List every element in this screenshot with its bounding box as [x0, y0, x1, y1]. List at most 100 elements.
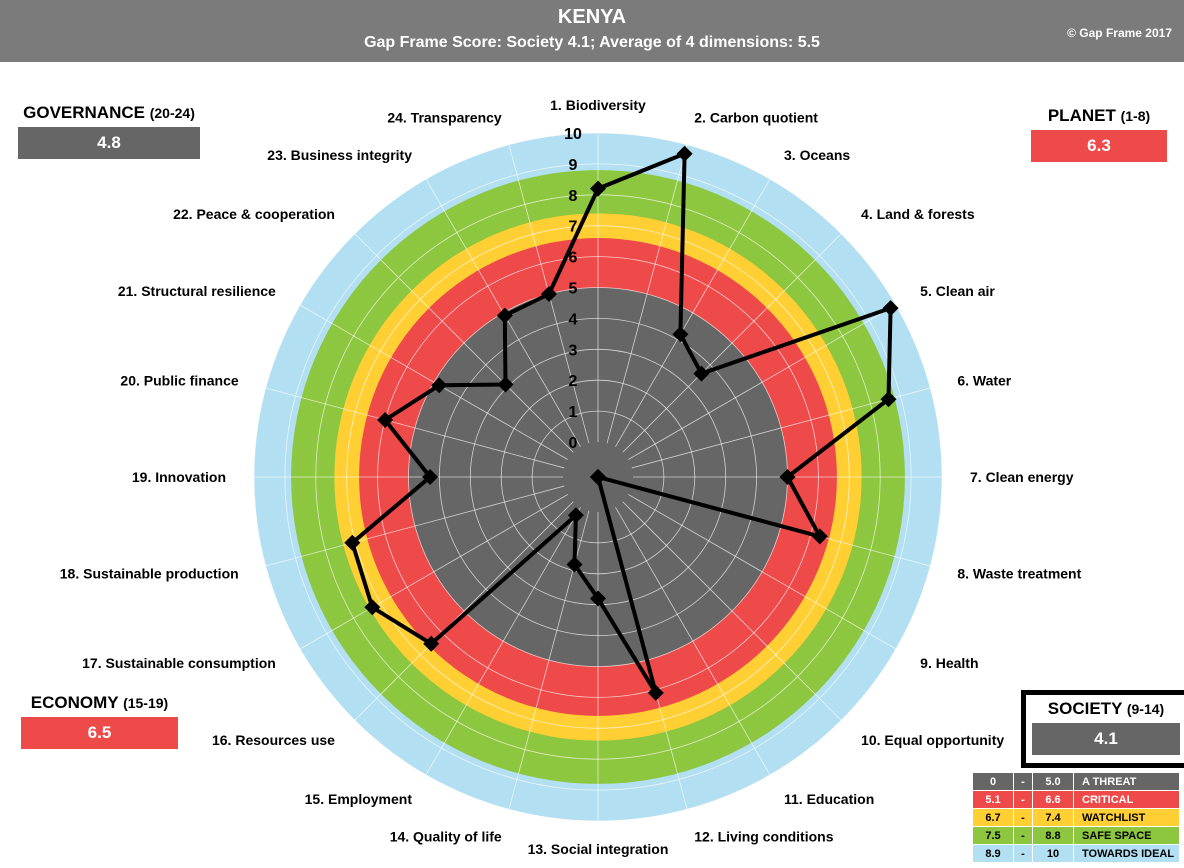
grid-spoke: [628, 304, 897, 460]
data-point: [590, 469, 606, 485]
legend-label: SAFE SPACE: [1073, 826, 1180, 845]
tick-label: 1: [569, 404, 578, 421]
category-label: 7. Clean energy: [970, 469, 1074, 485]
planet-value: 6.3: [1031, 130, 1167, 162]
governance-score-card: GOVERNANCE (20-24) 4.8: [18, 103, 200, 159]
data-point: [811, 528, 828, 545]
governance-range: (20-24): [149, 105, 195, 121]
category-label: 24. Transparency: [387, 110, 502, 126]
legend-label: A THREAT: [1073, 772, 1180, 791]
category-label: 12. Living conditions: [694, 828, 833, 844]
data-point: [496, 307, 513, 324]
grid-spoke: [299, 304, 568, 460]
data-point: [590, 180, 606, 197]
grid-spoke: [622, 501, 842, 721]
data-point: [672, 326, 689, 343]
society-range: (9-14): [1126, 701, 1165, 717]
grid-spoke: [628, 494, 897, 650]
economy-score-card: ECONOMY (15-19) 6.5: [21, 693, 178, 749]
tick-label: 2: [569, 373, 578, 390]
category-label: 4. Land & forests: [861, 206, 975, 222]
legend-row-threat: 0 - 5.0 A THREAT: [972, 772, 1180, 791]
tick-label: 5: [569, 281, 578, 298]
governance-title: GOVERNANCE: [23, 103, 145, 122]
grid-spoke: [265, 387, 565, 469]
tick-label: 10: [564, 126, 582, 143]
legend-to: 10: [1032, 844, 1074, 863]
grid-spoke: [265, 485, 565, 567]
category-label: 17. Sustainable consumption: [82, 655, 276, 671]
category-label: 19. Innovation: [132, 469, 226, 485]
category-label: 3. Oceans: [784, 147, 850, 163]
legend-row-critical: 5.1 - 6.6 CRITICAL: [972, 790, 1180, 809]
data-point: [422, 469, 439, 485]
grid-spoke: [354, 233, 574, 453]
legend-label: WATCHLIST: [1073, 808, 1180, 827]
grid-spoke: [299, 494, 568, 650]
category-label: 14. Quality of life: [390, 828, 502, 844]
data-point: [779, 469, 796, 485]
grid-spoke: [622, 233, 842, 453]
page-subtitle: Gap Frame Score: Society 4.1; Average of…: [364, 34, 820, 51]
legend-to: 6.6: [1032, 790, 1074, 809]
tick-label: 9: [569, 157, 578, 174]
legend-label: CRITICAL: [1073, 790, 1180, 809]
category-label: 22. Peace & cooperation: [173, 206, 335, 222]
category-label: 11. Education: [784, 791, 874, 807]
planet-title: PLANET: [1047, 106, 1116, 125]
data-point: [431, 377, 448, 394]
report-header: KENYA Gap Frame Score: Society 4.1; Aver…: [0, 0, 1184, 62]
planet-score-card: PLANET (1-8) 6.3: [1031, 106, 1167, 162]
society-title: SOCIETY: [1047, 699, 1123, 718]
grid-spoke: [631, 387, 931, 469]
category-label: 10. Equal opportunity: [861, 732, 1004, 748]
category-label: 16. Resources use: [212, 732, 335, 748]
tick-label: 3: [569, 342, 578, 359]
legend-from: 8.9: [972, 844, 1014, 863]
legend-row-safe-space: 7.5 - 8.8 SAFE SPACE: [972, 826, 1180, 845]
data-point: [377, 412, 394, 428]
planet-range: (1-8): [1120, 108, 1151, 124]
data-point: [497, 376, 514, 393]
category-label: 9. Health: [920, 655, 978, 671]
legend-from: 5.1: [972, 790, 1014, 809]
category-label: 13. Social integration: [528, 841, 669, 857]
page-title: KENYA: [557, 6, 627, 28]
category-label: 6. Water: [957, 373, 1011, 389]
governance-value: 4.8: [18, 127, 200, 159]
tick-label: 6: [569, 250, 578, 267]
category-label: 23. Business integrity: [267, 147, 412, 163]
tick-label: 7: [569, 219, 578, 236]
category-label: 2. Carbon quotient: [694, 110, 818, 126]
legend-to: 7.4: [1032, 808, 1074, 827]
score-legend: 0 - 5.0 A THREAT 5.1 - 6.6 CRITICAL 6.7 …: [972, 772, 1180, 863]
legend-from: 7.5: [972, 826, 1014, 845]
grid-spoke: [606, 144, 688, 444]
data-point: [693, 365, 710, 382]
society-score-card: SOCIETY (9-14) 4.1: [1021, 690, 1184, 768]
category-label: 8. Waste treatment: [957, 565, 1081, 581]
data-point: [567, 507, 584, 524]
data-point: [541, 286, 557, 302]
data-point: [647, 684, 664, 701]
data-point: [364, 599, 381, 616]
tick-label: 4: [569, 311, 578, 328]
legend-label: TOWARDS IDEAL: [1073, 844, 1180, 863]
legend-from: 0: [972, 772, 1014, 791]
grid-spoke: [354, 501, 574, 721]
legend-from: 6.7: [972, 808, 1014, 827]
data-point: [676, 145, 693, 162]
economy-title: ECONOMY: [30, 693, 119, 712]
category-label: 1. Biodiversity: [550, 97, 646, 113]
category-label: 21. Structural resilience: [118, 283, 276, 299]
copyright-text: © Gap Frame 2017: [1067, 26, 1172, 40]
data-point: [880, 391, 897, 408]
data-point: [882, 300, 899, 317]
data-point: [423, 635, 440, 652]
grid-spoke: [615, 507, 771, 776]
legend-row-towards-ideal: 8.9 - 10 TOWARDS IDEAL: [972, 844, 1180, 863]
grid-spoke: [615, 178, 771, 447]
legend-to: 8.8: [1032, 826, 1074, 845]
data-point: [590, 590, 606, 607]
